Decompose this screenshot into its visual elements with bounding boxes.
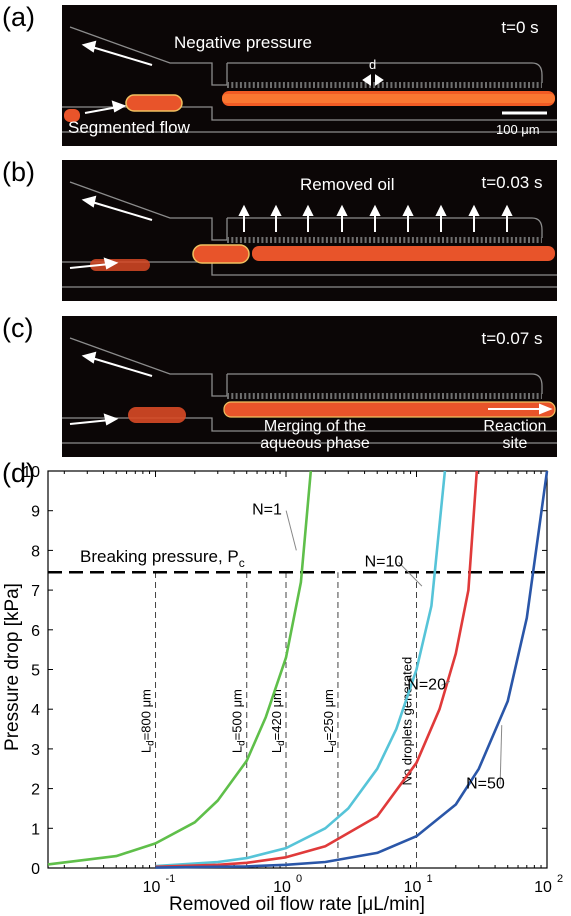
- x-tick-label: 10: [273, 879, 291, 896]
- series-line: [155, 470, 549, 869]
- cutoff-label: Ld=420 μm: [269, 689, 287, 753]
- series-leader-line: [398, 561, 423, 587]
- cutoff-label: Ld=250 μm: [321, 689, 339, 753]
- x-tick-exponent: 0: [296, 873, 302, 885]
- pressure-drop-chart: 0 1 2 3 4 5 6 7 8 9 10 10 -1 10 0 10 1 10 2 Ld=800 μm Ld=5…: [2, 464, 563, 915]
- channel-diagram-b: [62, 181, 557, 288]
- micrograph-b: t=0.03 s Removed oil: [62, 160, 557, 301]
- x-tick-exponent: 1: [427, 873, 433, 885]
- x-tick-exponent: -1: [166, 873, 176, 885]
- series-label: N=50: [466, 776, 505, 793]
- x-tick-label: 10: [404, 879, 422, 896]
- panel-label-a: (a): [2, 2, 35, 32]
- micrograph-a: t=0 s Negative pressure d Segmented flow…: [62, 5, 557, 146]
- removed-oil-label: Removed oil: [300, 175, 395, 194]
- y-axis-label: Pressure drop [kPa]: [2, 583, 23, 751]
- y-tick-label: 8: [31, 543, 40, 560]
- x-tick-exponent: 2: [557, 873, 563, 885]
- droplet: [128, 407, 186, 423]
- series-leader-line: [285, 510, 297, 551]
- series-leader-line: [499, 725, 503, 785]
- series-line: [155, 470, 479, 869]
- panel-label-d: (d): [2, 458, 35, 488]
- series-label: N=20: [407, 676, 446, 693]
- x-tick-label: 10: [143, 879, 161, 896]
- y-tick-label: 4: [31, 702, 40, 719]
- y-tick-label: 10: [22, 464, 40, 481]
- channel-diagram-a: [62, 26, 557, 133]
- panel-label-c: (c): [2, 313, 34, 343]
- y-tick-label: 2: [31, 782, 40, 799]
- channel-diagram-c: [62, 337, 557, 444]
- droplet: [64, 109, 80, 122]
- negative-pressure-label: Negative pressure: [174, 33, 312, 52]
- y-tick-label: 5: [31, 663, 40, 680]
- cutoff-label: Ld=500 μm: [230, 689, 248, 753]
- scale-bar-label: 100 μm: [496, 122, 540, 137]
- oil-removal-arrows: [238, 204, 513, 232]
- series-line: [155, 470, 447, 868]
- merging-label-line2: aqueous phase: [260, 435, 370, 452]
- y-tick-label: 6: [31, 623, 40, 640]
- time-stamp: t=0.03 s: [481, 173, 543, 192]
- merging-label: Merging of the aqueous phase: [250, 418, 380, 452]
- droplet: [192, 244, 250, 264]
- series-label: N=10: [365, 553, 404, 570]
- merged-aqueous-plug: [252, 246, 555, 261]
- droplet: [125, 94, 183, 112]
- time-stamp: t=0 s: [501, 18, 539, 37]
- y-tick-label: 9: [31, 504, 40, 521]
- x-axis-label: Removed oil flow rate [μL/min]: [169, 894, 425, 915]
- reaction-site-label: Reaction site: [480, 418, 550, 452]
- reaction-site-line2: site: [502, 435, 528, 452]
- y-tick-label: 0: [31, 861, 40, 878]
- breaking-pressure-label: Breaking pressure, Pc: [80, 547, 245, 570]
- merging-label-line1: Merging of the: [263, 418, 367, 435]
- series-leader-line: [441, 680, 451, 686]
- series-label: N=1: [252, 502, 282, 519]
- segmented-flow-label: Segmented flow: [68, 118, 190, 137]
- merged-aqueous-plug: [223, 401, 556, 418]
- y-tick-label: 3: [31, 742, 40, 759]
- series-line: [47, 470, 313, 866]
- panel-label-b: (b): [2, 157, 35, 187]
- reaction-site-line1: Reaction: [483, 418, 547, 435]
- x-tick-label: 10: [534, 879, 552, 896]
- d-label: d: [369, 57, 377, 72]
- micrograph-c: t=0.07 s Merging of the aqueous phase Re…: [62, 316, 557, 457]
- cutoff-label: Ld=800 μm: [139, 689, 157, 753]
- y-tick-label: 7: [31, 583, 40, 600]
- plot-area: [47, 470, 548, 869]
- time-stamp: t=0.07 s: [481, 329, 543, 348]
- y-tick-label: 1: [31, 821, 40, 838]
